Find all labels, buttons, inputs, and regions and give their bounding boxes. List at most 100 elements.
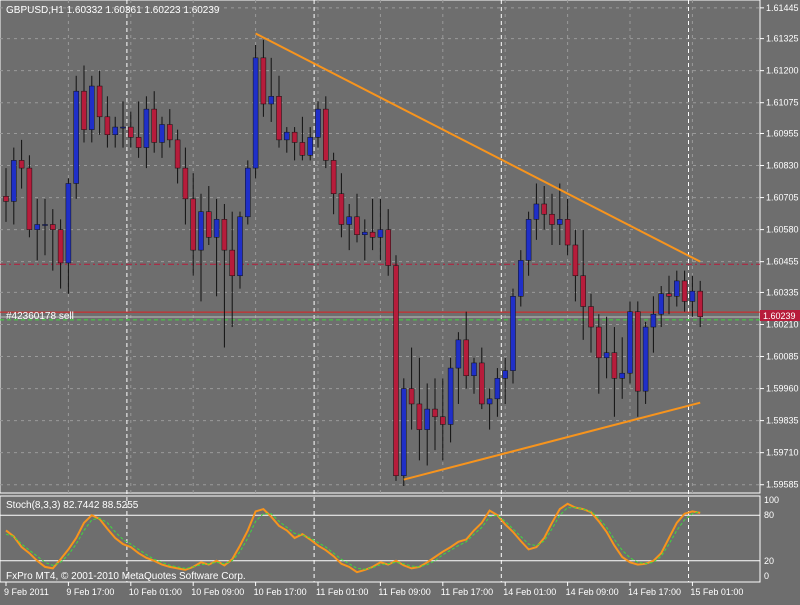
candle-bear: [611, 352, 618, 379]
candle-bear: [572, 244, 579, 277]
candles: [3, 39, 703, 486]
x-tick-label: 10 Feb 01:00: [129, 587, 182, 597]
y-tick-label: 1.60955: [766, 128, 799, 138]
x-tick-label: 9 Feb 17:00: [66, 587, 114, 597]
y-tick-label: 1.61445: [766, 3, 799, 13]
candle-bear: [369, 231, 376, 238]
x-tick-label: 10 Feb 09:00: [191, 587, 244, 597]
candle-bear: [564, 219, 571, 246]
y-tick-label: 1.60335: [766, 287, 799, 297]
order-label: #42360178 sell: [6, 311, 74, 322]
x-tick-label: 15 Feb 01:00: [690, 587, 743, 597]
trendline-resistance: [255, 32, 701, 263]
x-tick-label: 9 Feb 2011: [4, 587, 49, 597]
candle-bull: [120, 126, 126, 129]
x-tick-label: 14 Feb 01:00: [503, 587, 556, 597]
candle-bear: [416, 403, 423, 430]
candle-bull: [627, 311, 633, 374]
x-tick-label: 14 Feb 17:00: [628, 587, 681, 597]
y-tick-label: 1.59585: [766, 480, 799, 490]
candle-bull: [42, 224, 48, 226]
candle-bear: [440, 416, 446, 425]
stoch-tick-label: 100: [764, 495, 779, 505]
candle-bull: [518, 260, 524, 297]
order-lines: [0, 263, 760, 321]
candle-bull: [533, 203, 540, 220]
candle-bull: [486, 398, 493, 405]
current-price-label: 1.60239: [763, 311, 796, 321]
candle-bear: [104, 116, 111, 136]
candle-bull: [315, 108, 321, 138]
candle-bull: [284, 131, 290, 141]
current-price-box: [760, 310, 800, 321]
candle-bear: [541, 203, 547, 215]
candle-bear: [190, 198, 196, 251]
candle-bear: [206, 211, 212, 238]
candle-bull: [510, 296, 516, 371]
candle-bull: [650, 313, 657, 328]
grid-lines: [0, 0, 760, 582]
candle-bull: [603, 352, 610, 359]
candle-bear: [182, 167, 189, 200]
candle-bear: [18, 160, 25, 169]
candle-bull: [112, 126, 118, 136]
y-tick-label: 1.59960: [766, 384, 799, 394]
candle-bear: [596, 326, 602, 359]
y-tick-label: 1.59710: [766, 448, 799, 458]
stoch-tick-label: 0: [764, 571, 769, 581]
candle-bear: [338, 193, 345, 225]
candle-bull: [198, 211, 204, 251]
candle-bear: [354, 216, 360, 235]
candle-bear: [681, 280, 688, 302]
y-tick-label: 1.60580: [766, 225, 799, 235]
candle-bull: [401, 388, 407, 476]
candle-bear: [128, 126, 134, 138]
candle-bull: [377, 229, 384, 238]
candle-bull: [619, 372, 625, 379]
y-tick-label: 1.59835: [766, 416, 799, 426]
candle-bear: [167, 124, 173, 141]
candle-bull: [658, 293, 664, 315]
candle-bear: [57, 229, 64, 264]
trendline-support: [403, 401, 701, 481]
y-tick-label: 1.60830: [766, 161, 799, 171]
candle-bear: [549, 213, 555, 225]
candle-bull: [159, 124, 165, 143]
candle-bull: [252, 57, 259, 169]
candle-bull: [73, 90, 79, 184]
candle-bear: [174, 139, 181, 169]
candle-bear: [330, 160, 337, 194]
y-tick-label: 1.60210: [766, 319, 799, 329]
candle-bear: [221, 219, 228, 251]
candle-bull: [237, 216, 243, 277]
candle-bull: [689, 290, 696, 302]
candle-bear: [3, 196, 9, 202]
y-tick-label: 1.61075: [766, 98, 799, 108]
candle-bear: [463, 339, 469, 377]
candle-bear: [479, 362, 485, 405]
candle-bull: [424, 408, 430, 430]
candle-bear: [135, 137, 142, 148]
symbol-info: GBPUSD,H1 1.60332 1.60361 1.60223 1.6023…: [6, 5, 220, 16]
candle-bull: [362, 231, 368, 235]
x-tick-label: 10 Feb 17:00: [254, 587, 307, 597]
price-axis: 1.61445 1.61325 1.61200 1.61075 1.60955 1.608…: [760, 3, 799, 490]
candle-bull: [143, 108, 150, 148]
y-tick-label: 1.60705: [766, 193, 799, 203]
candle-bear: [229, 249, 235, 277]
candle-bear: [588, 306, 594, 328]
x-tick-label: 14 Feb 09:00: [566, 587, 619, 597]
candle-bear: [666, 293, 672, 297]
candle-bear: [260, 57, 267, 105]
x-tick-label: 11 Feb 17:00: [441, 587, 493, 597]
time-axis: 9 Feb 2011 9 Feb 17:00 10 Feb 01:00 10 Feb …: [4, 582, 743, 597]
candle-bear: [299, 142, 306, 156]
trendlines[interactable]: [255, 32, 701, 481]
candle-bull: [245, 167, 251, 218]
candle-bull: [447, 367, 454, 425]
candle-bull: [455, 339, 462, 369]
candle-bear: [323, 108, 329, 161]
x-tick-label: 11 Feb 09:00: [378, 587, 430, 597]
